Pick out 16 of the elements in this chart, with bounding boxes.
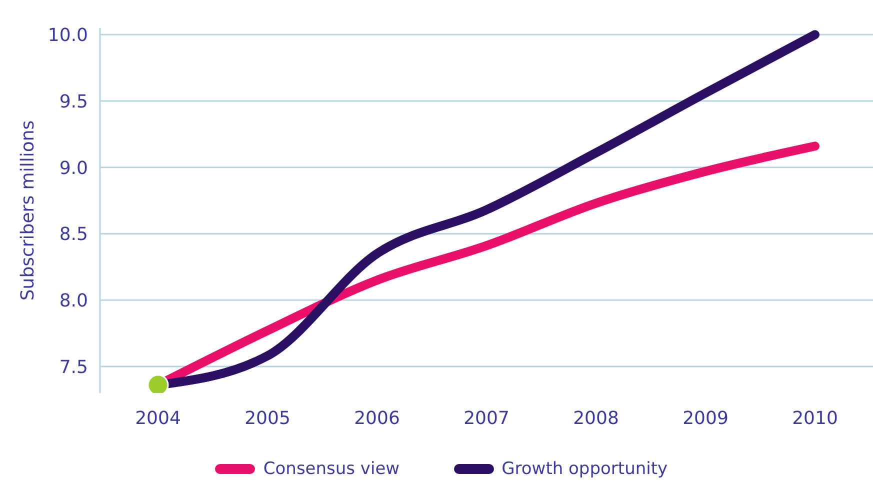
x-tick-label: 2010: [792, 408, 838, 429]
y-tick-label: 9.0: [59, 158, 88, 179]
x-tick-label: 2007: [464, 408, 510, 429]
y-tick-label: 8.5: [59, 224, 88, 246]
x-tick-label: 2006: [354, 408, 400, 429]
x-tick-label: 2009: [682, 408, 728, 429]
x-tick-label: 2008: [573, 408, 619, 429]
x-tick-label: 2004: [135, 408, 181, 429]
x-tick-label: 2005: [244, 408, 290, 429]
y-axis-title: Subscribers millions: [18, 120, 38, 301]
y-tick-label: 7.5: [59, 356, 88, 378]
y-tick-label: 9.5: [59, 91, 88, 112]
legend-label: Growth opportunity: [502, 459, 668, 479]
legend-label: Consensus view: [263, 459, 400, 479]
y-tick-label: 10.0: [48, 25, 88, 46]
y-tick-label: 8.0: [59, 290, 88, 312]
